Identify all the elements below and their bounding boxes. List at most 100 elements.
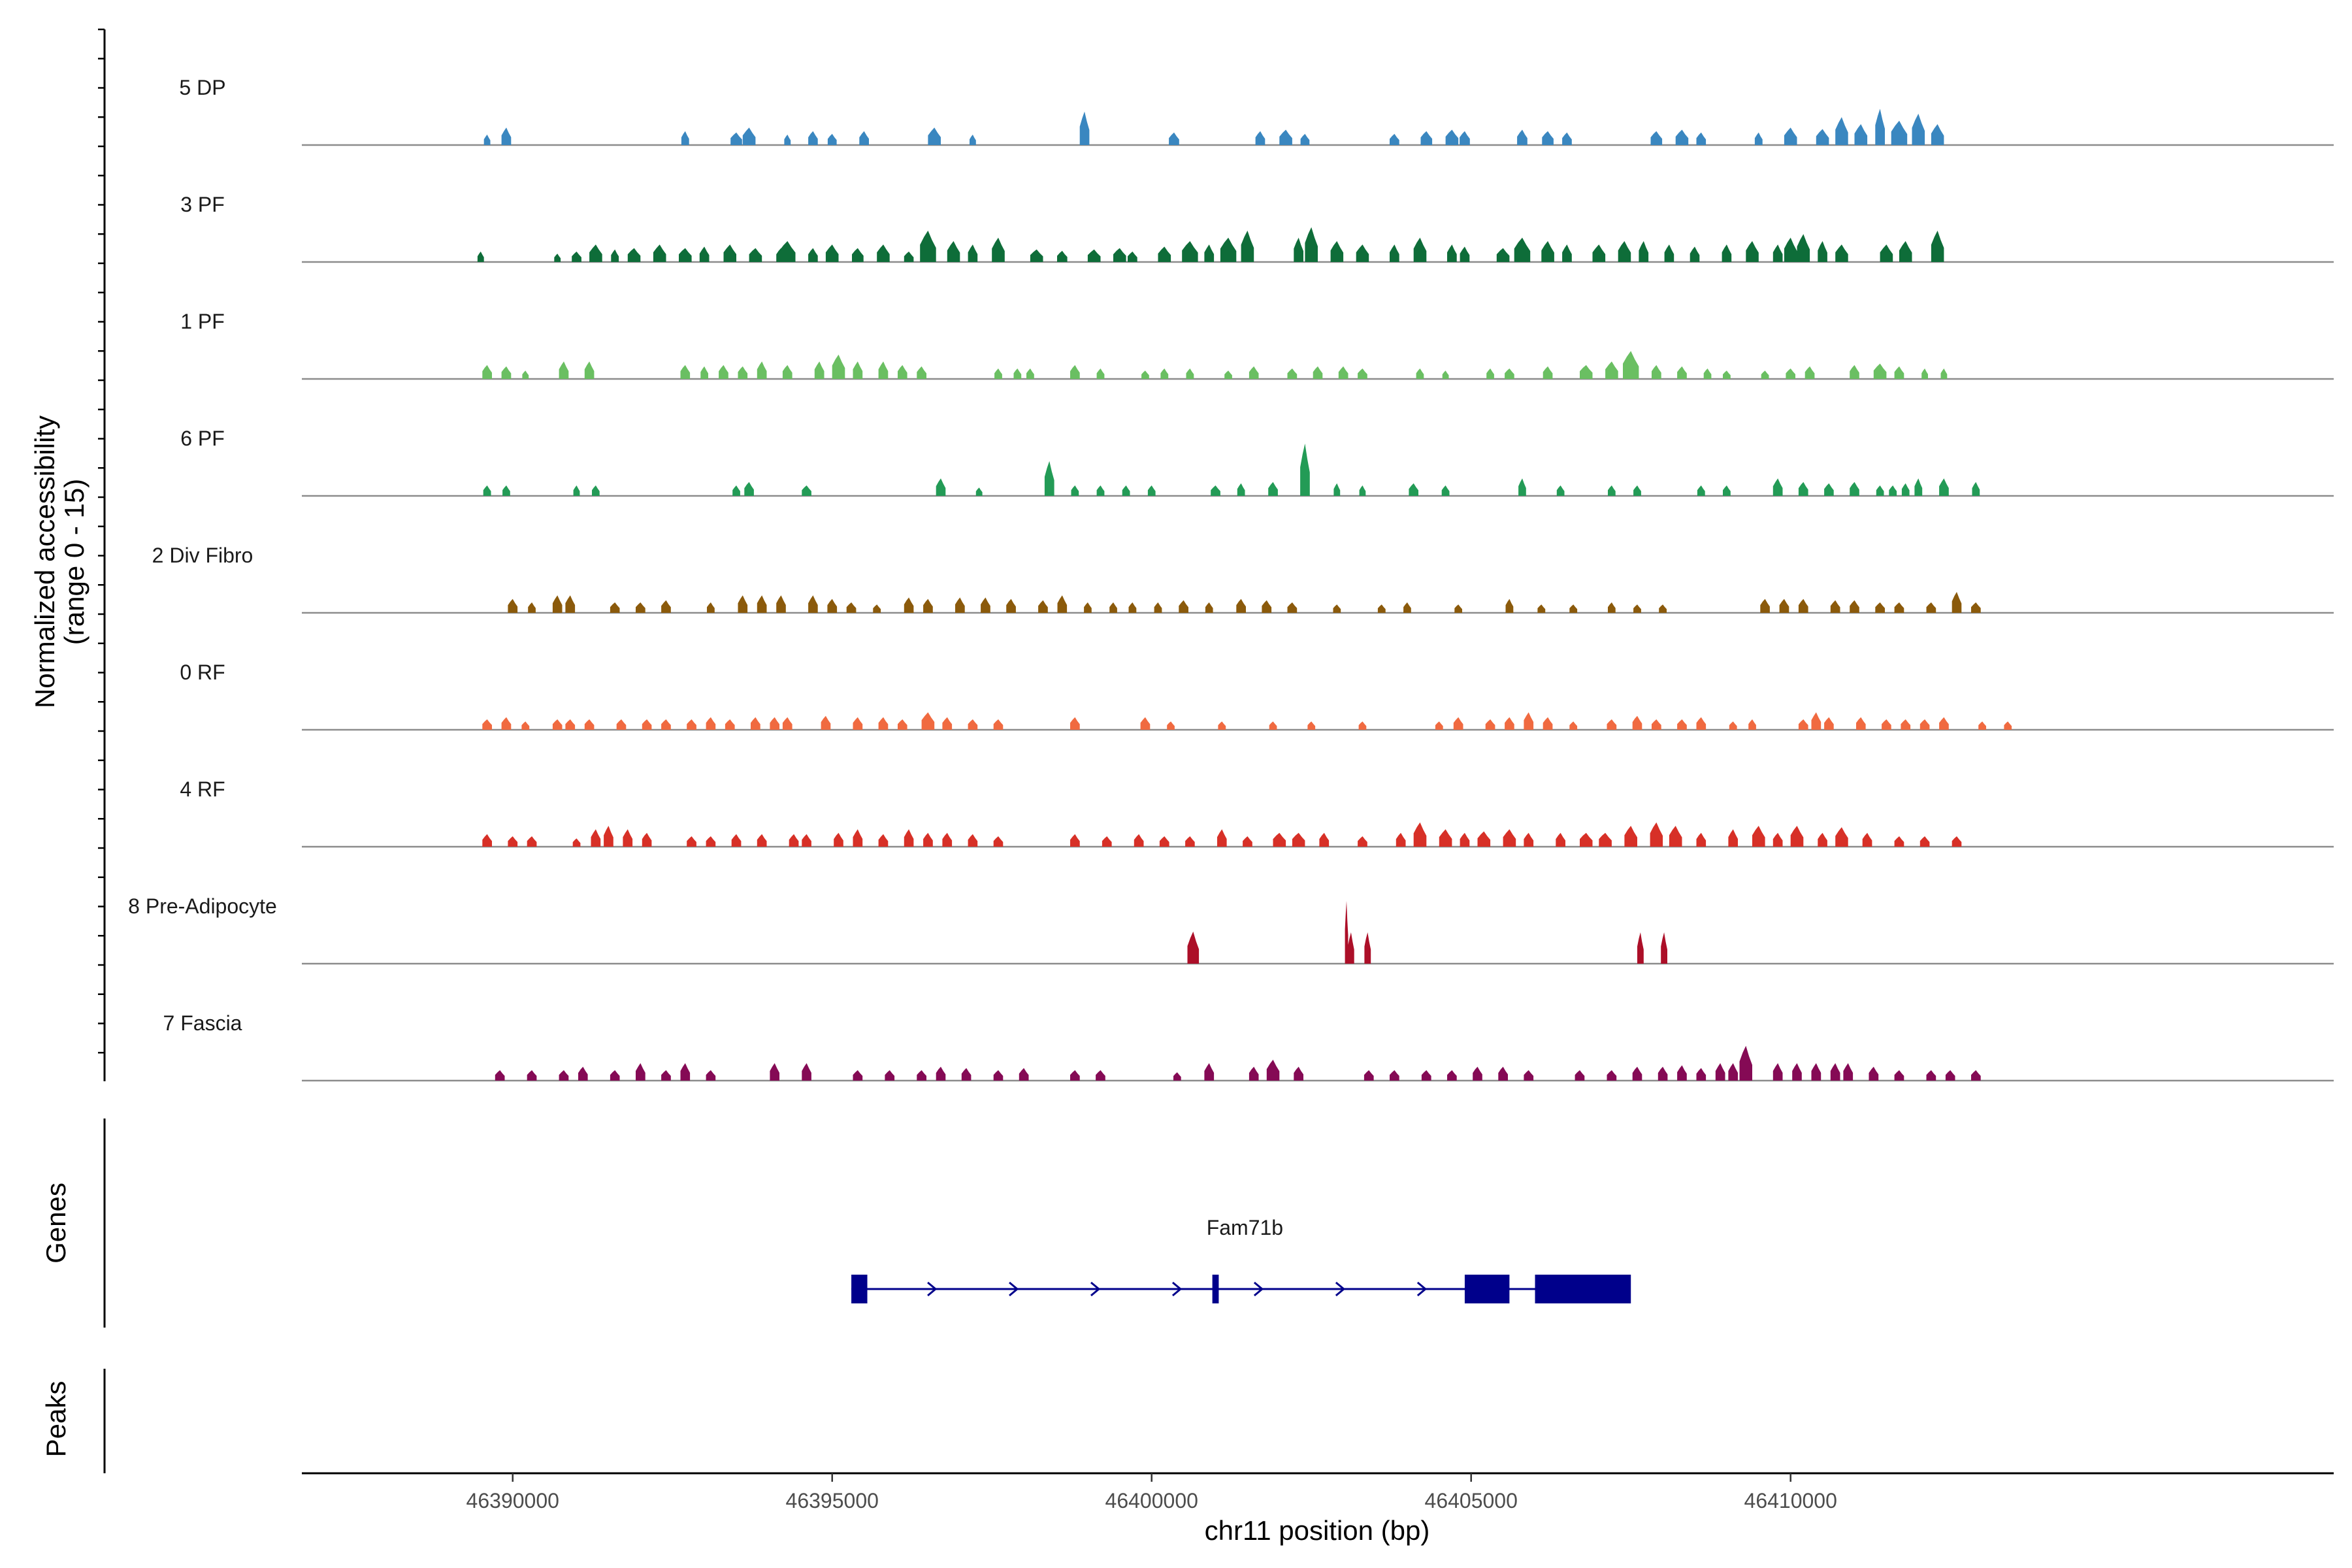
coverage-peak <box>1835 827 1848 847</box>
coverage-peak <box>1931 124 1944 145</box>
coverage-peak <box>1939 717 1949 730</box>
coverage-peak <box>1255 131 1266 145</box>
coverage-peak <box>527 1070 537 1081</box>
coverage-peak <box>1220 237 1237 262</box>
coverage-peak <box>2004 721 2012 730</box>
coverage-peak <box>1696 1068 1707 1081</box>
coverage-peak <box>904 829 914 847</box>
coverage-peak <box>1460 246 1470 262</box>
coverage-peak <box>1805 366 1815 379</box>
coverage-peak <box>1358 368 1367 379</box>
coverage-peak <box>1746 241 1759 262</box>
track-0-rf: 0 RF <box>180 661 2334 731</box>
coverage-peak <box>1128 602 1137 613</box>
coverage-peak <box>1952 592 1962 613</box>
coverage-peak <box>947 241 960 262</box>
coverage-peak <box>1875 602 1885 613</box>
coverage-peak <box>1460 832 1470 847</box>
coverage-peak <box>1300 444 1310 496</box>
coverage-peak <box>1940 368 1948 379</box>
coverage-peak <box>744 482 754 496</box>
coverage-peak <box>1447 1070 1457 1081</box>
coverage-peak <box>482 719 492 730</box>
coverage-peak <box>527 836 537 847</box>
coverage-peak <box>1224 370 1232 379</box>
coverage-peak <box>1477 831 1491 847</box>
coverage-peak <box>1971 1070 1981 1081</box>
coverage-peak <box>1894 836 1904 847</box>
coverage-peak <box>970 135 976 145</box>
coverage-peak <box>1624 826 1637 847</box>
track-2-div-fibro: 2 Div Fibro <box>152 544 2334 614</box>
coverage-peak <box>1722 244 1732 262</box>
coverage-peak <box>1345 901 1348 964</box>
coverage-peak <box>589 244 602 262</box>
coverage-peak <box>1154 602 1162 613</box>
coverage-peak <box>1262 600 1272 613</box>
coverage-peak <box>1854 124 1868 145</box>
coverage-peak <box>1748 719 1756 730</box>
track-label: 0 RF <box>180 661 225 684</box>
coverage-peak <box>1356 244 1369 262</box>
coverage-peak <box>1850 365 1859 379</box>
coverage-peak <box>1505 717 1514 730</box>
coverage-peak <box>923 598 933 613</box>
coverage-peak <box>482 365 492 379</box>
coverage-peak <box>1096 1070 1105 1081</box>
coverage-peak <box>584 719 595 730</box>
coverage-peak <box>1517 129 1527 145</box>
coverage-peak <box>1608 602 1616 613</box>
track-label: 4 RF <box>180 777 225 801</box>
coverage-peak <box>1524 1070 1534 1081</box>
gene-exon <box>851 1275 868 1303</box>
coverage-peak <box>1307 721 1316 730</box>
coverage-peak <box>1249 1066 1259 1081</box>
coverage-peak <box>955 597 965 613</box>
coverage-peak <box>852 248 864 262</box>
coverage-peak <box>1141 370 1149 379</box>
coverage-peak <box>642 832 652 847</box>
coverage-peak <box>1070 717 1080 730</box>
track-label: 3 PF <box>180 193 225 216</box>
coverage-peak <box>1524 712 1534 730</box>
coverage-peak <box>591 829 601 847</box>
coverage-peak <box>1580 832 1593 847</box>
gene-exon <box>1212 1275 1219 1303</box>
coverage-peak <box>1237 483 1245 496</box>
coverage-peak <box>1543 717 1553 730</box>
coverage-peak <box>578 1066 588 1081</box>
coverage-peak <box>1675 129 1689 145</box>
coverage-peak <box>1921 368 1928 379</box>
coverage-peak <box>723 244 736 262</box>
coverage-peak <box>1772 832 1783 847</box>
coverage-peak <box>1070 1070 1080 1081</box>
coverage-peak <box>1607 719 1617 730</box>
track-6-pf: 6 PF <box>180 427 2334 497</box>
coverage-peak <box>1071 485 1079 496</box>
coverage-peak <box>565 595 576 613</box>
coverage-peak <box>1664 244 1674 262</box>
coverage-peak <box>1650 131 1663 145</box>
coverage-peak <box>1633 485 1641 496</box>
coverage-peak <box>554 253 561 262</box>
coverage-peak <box>1498 1066 1508 1081</box>
coverage-peak <box>1070 834 1080 847</box>
coverage-peak <box>1912 114 1925 145</box>
coverage-peak <box>1330 241 1344 262</box>
coverage-peak <box>1186 368 1194 379</box>
coverage-peak <box>1978 721 1986 730</box>
coverage-peak <box>1816 129 1829 145</box>
coverage-peak <box>776 595 786 613</box>
coverage-peak <box>1811 1063 1821 1081</box>
coverage-peak <box>1850 482 1859 496</box>
coverage-peak <box>1236 598 1246 613</box>
coverage-peak <box>1038 600 1048 613</box>
coverage-peak <box>1300 133 1310 145</box>
coverage-peak <box>521 721 530 730</box>
coverage-peak <box>782 365 792 379</box>
coverage-peak <box>1972 482 1980 496</box>
coverage-peak <box>1413 237 1427 262</box>
coverage-peak <box>1569 604 1578 613</box>
coverage-peak <box>1818 832 1827 847</box>
coverage-peak <box>483 135 491 145</box>
